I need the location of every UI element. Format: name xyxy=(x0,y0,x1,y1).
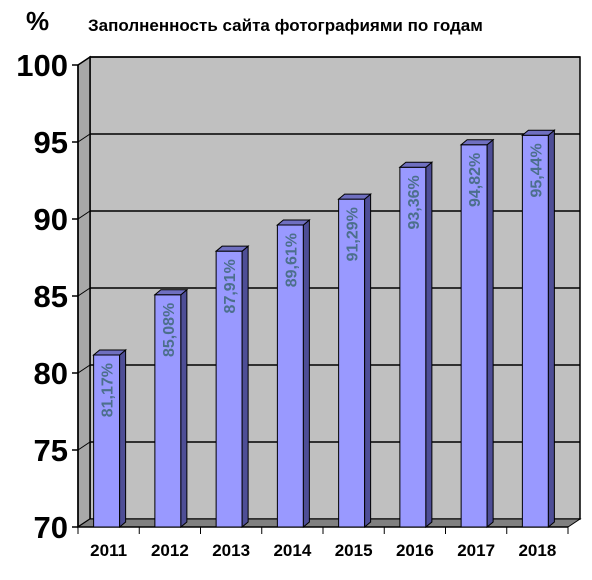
y-unit-label: % xyxy=(26,6,50,36)
data-label: 89,61% xyxy=(283,233,300,287)
data-label: 87,91% xyxy=(222,259,239,313)
y-tick-label: 70 xyxy=(34,510,68,545)
data-label: 81,17% xyxy=(100,363,117,417)
y-tick-label: 90 xyxy=(34,202,68,237)
bar-top xyxy=(92,349,128,356)
x-tick-label: 2013 xyxy=(212,541,250,560)
y-tick-label: 100 xyxy=(16,48,68,83)
bar-top xyxy=(398,161,434,168)
bar xyxy=(460,144,488,528)
gridline-side xyxy=(77,441,91,451)
bar-top xyxy=(459,139,495,146)
bar-side xyxy=(547,129,555,529)
bar xyxy=(399,166,427,528)
data-label: 95,44% xyxy=(528,143,545,197)
bar-top xyxy=(337,193,373,200)
gridline-side xyxy=(77,287,91,297)
bar-top xyxy=(153,289,189,296)
gridline-side xyxy=(77,56,91,66)
bar-top xyxy=(275,219,311,226)
bar-side xyxy=(241,245,249,529)
x-tick-label: 2011 xyxy=(90,541,127,560)
bar-top xyxy=(520,129,556,136)
x-tick-label: 2016 xyxy=(396,541,434,560)
chart-title: Заполненность сайта фотографиями по года… xyxy=(88,16,483,35)
data-label: 93,36% xyxy=(406,175,423,229)
bar-side xyxy=(425,161,433,529)
y-tick-label: 80 xyxy=(34,356,68,391)
plot-floor xyxy=(76,518,582,528)
data-label: 94,82% xyxy=(467,153,484,207)
x-tick-label: 2017 xyxy=(457,541,495,560)
x-tick-label: 2018 xyxy=(518,541,556,560)
data-label: 91,29% xyxy=(345,207,362,261)
gridline-side xyxy=(77,133,91,143)
bar-side xyxy=(486,138,494,529)
gridline-side xyxy=(77,364,91,374)
bar xyxy=(276,224,304,528)
x-tick-label: 2015 xyxy=(335,541,373,560)
bar-top xyxy=(214,245,250,252)
x-tick-label: 2012 xyxy=(151,541,189,560)
y-tick-label: 95 xyxy=(34,125,68,160)
y-tick-label: 85 xyxy=(34,279,68,314)
x-tick-label: 2014 xyxy=(273,541,311,560)
bar-side xyxy=(180,288,188,529)
data-label: 85,08% xyxy=(161,303,178,357)
y-tick-label: 75 xyxy=(34,433,68,468)
bar-side xyxy=(119,348,127,529)
bar-side xyxy=(364,193,372,529)
gridline-side xyxy=(77,210,91,220)
bar-side xyxy=(302,218,310,529)
bar xyxy=(154,294,182,528)
